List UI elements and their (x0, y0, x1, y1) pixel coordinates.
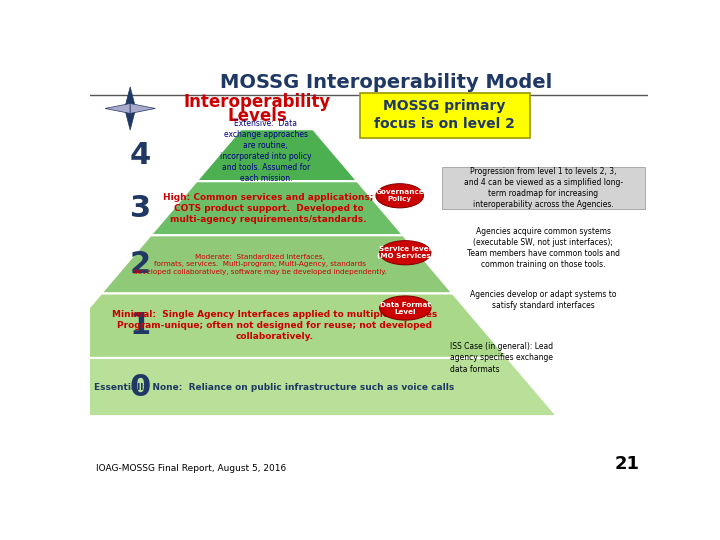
Text: 2: 2 (130, 250, 150, 279)
Text: Progression from level 1 to levels 2, 3,
and 4 can be viewed as a simplified lon: Progression from level 1 to levels 2, 3,… (464, 167, 623, 209)
FancyBboxPatch shape (441, 167, 645, 209)
Text: Interoperability: Interoperability (184, 93, 331, 111)
Ellipse shape (379, 296, 431, 320)
Ellipse shape (376, 184, 423, 208)
Polygon shape (46, 294, 508, 358)
Polygon shape (130, 104, 156, 113)
Text: IOAG-MOSSG Final Report, August 5, 2016: IOAG-MOSSG Final Report, August 5, 2016 (96, 464, 286, 473)
Text: Service level
(MO Services): Service level (MO Services) (377, 246, 433, 259)
Text: 3: 3 (130, 194, 150, 223)
FancyBboxPatch shape (359, 93, 530, 138)
Text: Moderate:  Standardized Interfaces,
formats, services.  Multi-program; Multi-Age: Moderate: Standardized Interfaces, forma… (133, 254, 387, 275)
Text: MOSSG primary
focus is on level 2: MOSSG primary focus is on level 2 (374, 99, 515, 131)
Text: Minimal:  Single Agency Interfaces applied to multiple agencies
Program-unique; : Minimal: Single Agency Interfaces applie… (112, 310, 437, 341)
Polygon shape (125, 109, 136, 130)
Text: MOSSG Interoperability Model: MOSSG Interoperability Model (220, 73, 552, 92)
Text: Data Format
Level: Data Format Level (380, 301, 431, 314)
Text: 21: 21 (615, 455, 639, 473)
Text: Extensive:  Data
exchange approaches
are routine,
incorporated into policy
and t: Extensive: Data exchange approaches are … (220, 119, 312, 183)
Polygon shape (0, 358, 557, 416)
Text: Governance
Policy: Governance Policy (375, 190, 424, 202)
Text: High: Common services and applications;
COTS product support.  Developed to
mult: High: Common services and applications; … (163, 193, 374, 224)
Polygon shape (197, 129, 357, 181)
Text: Levels: Levels (228, 106, 287, 125)
Text: 0: 0 (130, 373, 151, 402)
Polygon shape (101, 235, 453, 294)
Text: Essentially None:  Reliance on public infrastructure such as voice calls: Essentially None: Reliance on public inf… (94, 382, 454, 392)
Ellipse shape (379, 241, 431, 265)
Polygon shape (105, 104, 130, 113)
Text: ISS Case (in general): Lead
agency specifies exchange
data formats: ISS Case (in general): Lead agency speci… (450, 342, 553, 374)
Text: 4: 4 (130, 141, 151, 170)
Text: 1: 1 (130, 311, 151, 340)
Text: Agencies acquire common systems
(executable SW, not just interfaces);
Team membe: Agencies acquire common systems (executa… (467, 227, 620, 269)
Text: Agencies develop or adapt systems to
satisfy standard interfaces: Agencies develop or adapt systems to sat… (470, 289, 616, 310)
Polygon shape (150, 181, 403, 235)
Polygon shape (125, 87, 136, 109)
